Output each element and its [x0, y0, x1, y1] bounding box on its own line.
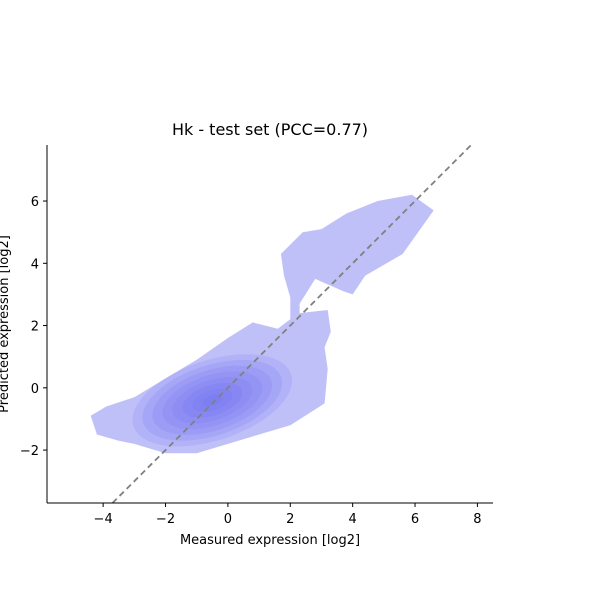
y-tick-label: 4 — [31, 257, 39, 272]
x-tick-label: 4 — [349, 512, 357, 527]
x-tick-label: 6 — [411, 512, 419, 527]
y-tick-label: 6 — [31, 195, 39, 210]
y-tick-label: −2 — [20, 444, 39, 459]
density-contours — [90, 194, 434, 454]
density-level-7 — [182, 383, 243, 418]
x-tick-label: −4 — [94, 512, 113, 527]
chart-title: Hk - test set (PCC=0.77) — [172, 120, 368, 139]
density-level-2 — [132, 354, 293, 447]
axes-spines — [46, 145, 493, 504]
y-axis-label: Predicted expression [log2] — [0, 235, 12, 413]
x-axis-label: Measured expression [log2] — [180, 533, 360, 548]
density-level-6 — [172, 377, 253, 424]
x-axis-ticks: −4 −2 0 2 4 6 8 — [94, 503, 482, 527]
density-level-1 — [90, 194, 434, 454]
x-tick-label: 2 — [286, 512, 294, 527]
density-level-4 — [152, 365, 273, 435]
density-level-3 — [142, 359, 283, 441]
density-level-9 — [202, 394, 223, 406]
identity-reference-line — [111, 144, 472, 504]
x-tick-label: 0 — [224, 512, 232, 527]
y-axis-ticks: −2 0 2 4 6 — [20, 195, 47, 459]
y-tick-label: 0 — [31, 382, 39, 397]
x-tick-label: −2 — [156, 512, 175, 527]
density-level-5 — [162, 371, 263, 430]
y-tick-label: 2 — [31, 320, 39, 335]
x-tick-label: 8 — [473, 512, 481, 527]
